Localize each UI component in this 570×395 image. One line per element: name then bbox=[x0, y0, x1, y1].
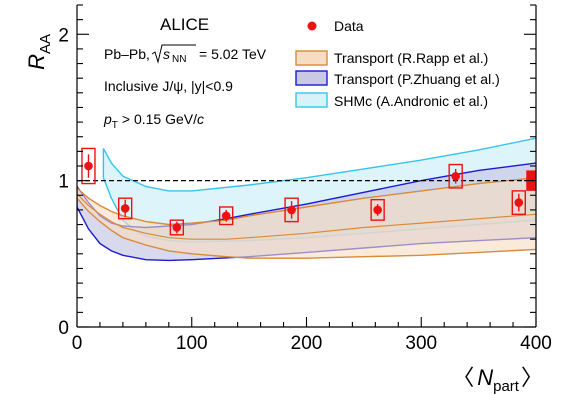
x-axis-label: 〈 Npart〉 bbox=[452, 365, 543, 395]
axis-tick-labels: 0 100 200 300 400 0 1 2 bbox=[58, 25, 551, 354]
data-sys-box-1 bbox=[117, 197, 133, 220]
experiment-label: ALICE bbox=[160, 15, 209, 34]
legend-data-marker bbox=[307, 21, 317, 31]
data-sys-box-4 bbox=[284, 197, 299, 223]
collision-text: Pb–Pb, bbox=[104, 46, 150, 62]
y-axis-label-main: R bbox=[24, 54, 49, 70]
data-point-0 bbox=[84, 161, 93, 171]
shm-band-upper-line bbox=[102, 137, 536, 192]
data-point-2 bbox=[172, 223, 182, 232]
rapp-band-upper-line bbox=[77, 177, 536, 226]
data-point-7 bbox=[514, 198, 524, 207]
energy-text: = 5.02 TeV bbox=[199, 46, 267, 62]
pt-c: c bbox=[197, 111, 204, 127]
sqrt-s-label: s bbox=[163, 46, 170, 62]
x-axis-label-sub: part bbox=[493, 378, 520, 395]
data-point-6 bbox=[451, 171, 460, 181]
x-axis-label-left: 〈 bbox=[452, 365, 474, 390]
x-tick-label: 100 bbox=[176, 333, 208, 354]
legend-rapp-swatch bbox=[295, 50, 328, 66]
y-axis-label-sub: AA bbox=[37, 34, 54, 54]
pt-info: pT > 0.15 GeV/c bbox=[103, 111, 204, 131]
pt-p: p bbox=[103, 111, 112, 127]
y-axis-label: RAA bbox=[24, 34, 54, 70]
legend-zhuang-label: Transport (P.Zhuang et al.) bbox=[334, 71, 500, 87]
y-tick-label: 1 bbox=[58, 172, 69, 193]
data-sys-box-6 bbox=[448, 163, 463, 189]
legend: Data Transport (R.Rapp et al.) Transport… bbox=[295, 18, 500, 109]
pt-rest: > 0.15 GeV/ bbox=[122, 111, 197, 127]
x-tick-label: 0 bbox=[72, 333, 83, 354]
x-axis-label-main: N bbox=[477, 365, 493, 390]
sqrt-s-sub: NN bbox=[172, 54, 186, 65]
selection-info: Inclusive J/ψ, |y|<0.9 bbox=[104, 78, 233, 94]
data-point-3 bbox=[221, 211, 231, 221]
model-bands bbox=[77, 137, 536, 262]
legend-shm-swatch bbox=[295, 92, 328, 108]
y-tick-label: 0 bbox=[58, 318, 69, 339]
axis-ticks bbox=[76, 4, 537, 328]
sqrt-symbol bbox=[151, 44, 196, 64]
legend-rapp-label: Transport (R.Rapp et al.) bbox=[334, 50, 488, 66]
rapp-band-fill bbox=[77, 177, 536, 259]
data-point-4 bbox=[287, 205, 296, 215]
legend-zhuang-swatch bbox=[295, 70, 328, 86]
x-axis-label-right: 〉 bbox=[521, 365, 543, 390]
legend-shm-label: SHMc (A.Andronic et al.) bbox=[334, 93, 488, 109]
y-tick-label: 2 bbox=[58, 25, 69, 46]
collision-info: Pb–Pb, s NN = 5.02 TeV bbox=[104, 44, 267, 65]
data-point-5 bbox=[373, 205, 382, 215]
data-sys-box-7 bbox=[511, 190, 526, 216]
x-tick-label: 300 bbox=[405, 333, 437, 354]
data-sys-box-3 bbox=[218, 206, 234, 226]
rapp-band-lower-line bbox=[77, 197, 536, 259]
rapp-central-line bbox=[77, 193, 536, 240]
x-tick-label: 400 bbox=[520, 333, 552, 354]
x-tick-label: 200 bbox=[291, 333, 323, 354]
data-point-1 bbox=[120, 204, 130, 213]
data-sys-box-2 bbox=[169, 219, 185, 236]
legend-data-label: Data bbox=[334, 18, 364, 34]
pt-sub: T bbox=[112, 120, 118, 131]
data-sys-box-5 bbox=[370, 198, 385, 221]
